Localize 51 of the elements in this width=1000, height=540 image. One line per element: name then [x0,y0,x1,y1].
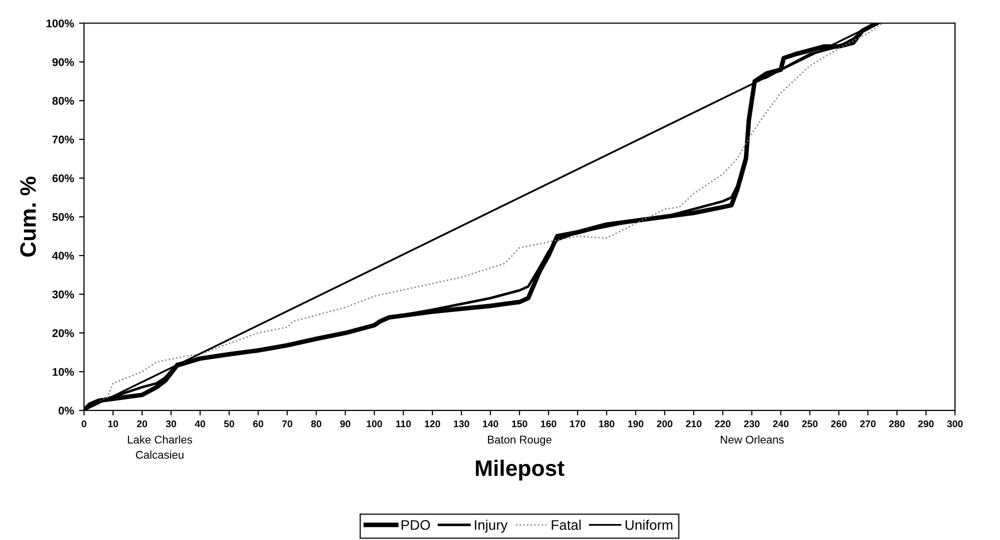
text: Baton Rouge [488,436,552,446]
x-tick-label: 140 [482,420,498,428]
x-tick-label: 230 [744,420,760,428]
x-tick-label: 270 [860,420,876,428]
x-tick-label: 130 [454,420,470,428]
x-tick-label: 10 [108,420,118,428]
x-tick-label: 0 [82,420,86,428]
x-tick-label: 170 [570,420,586,428]
x-tick-label: 220 [714,420,730,428]
y-tick-label: 90% [52,58,74,66]
y-axis-title: Cum. % [20,176,36,257]
legend-label: Injury [474,520,508,533]
x-tick-label: 150 [512,420,528,428]
x-tick-label: 240 [773,420,789,428]
x-tick-label: 50 [224,420,234,428]
text: New Orleans [720,435,784,444]
x-tick-label: 60 [253,420,264,428]
x-tick-label: 110 [396,420,411,428]
x-tick-label: 80 [311,420,322,428]
x-tick-label: 120 [424,420,440,428]
legend-label: Uniform [626,520,672,530]
y-tick-label: 50% [52,213,74,221]
y-tick-label: 0% [58,406,74,415]
x-tick-label: 30 [166,420,176,428]
y-tick-label: 70% [52,136,74,144]
x-tick-label: 210 [686,420,702,428]
x-axis-title: Milepost [476,460,564,480]
x-tick-label: 280 [889,420,905,428]
y-tick-label: 100% [46,19,74,28]
x-tick-label: 300 [947,420,963,428]
legend-label: Fatal [552,520,581,530]
y-tick-label: 80% [52,96,74,105]
x-tick-label: 40 [194,420,206,428]
x-tick-label: 200 [656,420,672,428]
y-tick-label: 30% [52,290,74,298]
text: Lake Charles Calcasieu [128,435,192,459]
x-tick-label: 160 [541,420,556,428]
x-tick-label: 260 [831,420,847,428]
y-tick-label: 20% [52,329,74,338]
x-tick-label: 290 [918,420,934,428]
x-tick-label: 250 [802,420,818,428]
y-tick-label: 40% [52,252,74,260]
x-tick-label: 100 [366,420,382,428]
legend-label: PDO [402,520,430,530]
x-tick-label: 20 [136,420,148,428]
y-tick-label: 60% [52,174,74,182]
x-tick-label: 190 [628,420,644,428]
y-tick-label: 10% [52,368,74,376]
x-tick-label: 90 [340,420,350,428]
x-tick-label: 180 [599,420,614,428]
x-tick-label: 70 [282,420,292,428]
